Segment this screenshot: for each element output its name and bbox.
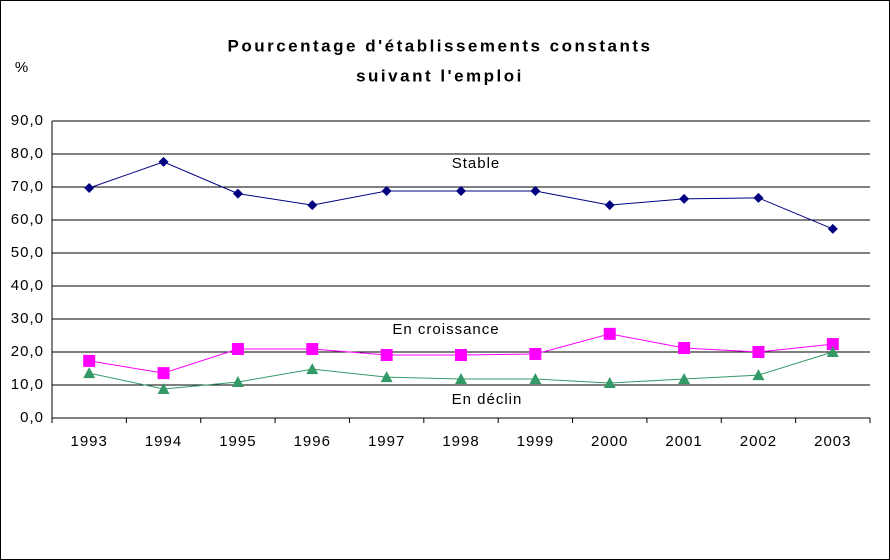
marker [157, 367, 170, 380]
marker [455, 373, 467, 385]
marker [83, 354, 96, 367]
y-tick-label: 10,0 [11, 376, 44, 393]
series-label: Stable [452, 155, 501, 172]
y-tick-label: 40,0 [11, 277, 44, 294]
x-tick-label: 1993 [70, 433, 107, 450]
y-axis-label: % [15, 59, 29, 76]
marker [753, 192, 764, 203]
marker [752, 369, 765, 381]
marker [678, 373, 691, 385]
marker [679, 193, 690, 204]
marker [603, 327, 616, 340]
y-tick-label: 30,0 [11, 310, 44, 327]
y-tick-label: 70,0 [11, 178, 44, 195]
marker [455, 348, 467, 361]
x-tick-label: 1997 [368, 433, 405, 450]
marker [752, 346, 765, 358]
marker [307, 200, 318, 211]
x-tick-label: 1998 [442, 433, 479, 450]
marker [231, 376, 244, 388]
marker [306, 343, 319, 356]
marker [456, 185, 466, 196]
marker [827, 223, 838, 234]
marker [380, 348, 393, 361]
marker [826, 338, 839, 351]
marker [530, 185, 541, 196]
x-tick-label: 1999 [517, 433, 554, 450]
y-tick-label: 90,0 [11, 112, 44, 129]
x-tick-label: 1994 [145, 433, 182, 450]
marker [604, 200, 615, 211]
marker [529, 373, 542, 385]
x-tick-label: 2001 [665, 433, 702, 450]
x-tick-label: 2000 [591, 433, 628, 450]
marker [84, 182, 95, 193]
marker [678, 342, 691, 355]
chart-title: suivant l'emploi [356, 66, 524, 85]
marker [157, 382, 170, 394]
marker [381, 185, 392, 196]
marker [380, 371, 393, 383]
marker [603, 377, 616, 389]
x-tick-label: 2002 [740, 433, 777, 450]
marker [529, 347, 542, 360]
x-tick-label: 1995 [219, 433, 256, 450]
marker [231, 343, 244, 356]
chart-title: Pourcentage d'établissements constants [228, 36, 653, 55]
series-label: En croissance [392, 321, 499, 338]
marker [232, 188, 243, 199]
marker [306, 363, 319, 375]
y-tick-label: 50,0 [11, 244, 44, 261]
y-tick-label: 0,0 [20, 409, 44, 426]
x-tick-label: 1996 [294, 433, 331, 450]
y-tick-label: 80,0 [11, 145, 44, 162]
marker [826, 346, 839, 357]
marker [158, 156, 169, 167]
marker [83, 367, 96, 379]
y-tick-label: 60,0 [11, 211, 44, 228]
series-label: En déclin [452, 391, 523, 408]
x-tick-label: 2003 [814, 433, 851, 450]
y-tick-label: 20,0 [11, 343, 44, 360]
